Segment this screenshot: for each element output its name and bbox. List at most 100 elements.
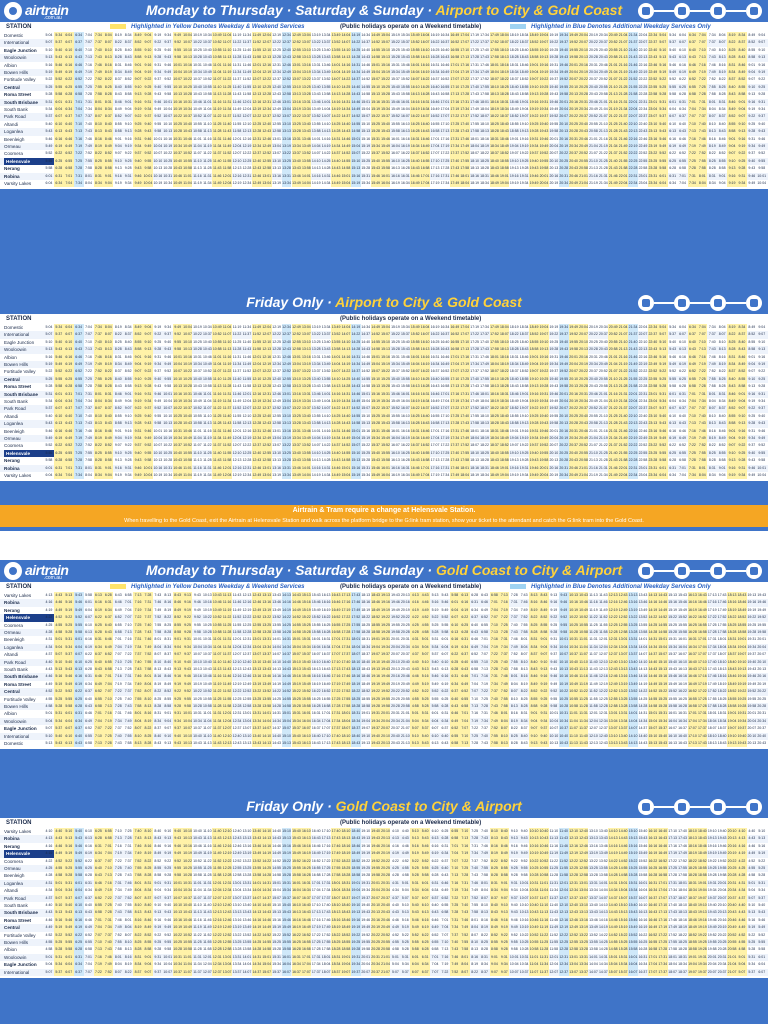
departure-time: 6:19 xyxy=(668,435,678,442)
departure-time: 11:22 xyxy=(212,113,222,120)
departure-time: 9:19 xyxy=(143,361,153,368)
departure-time: 5:37 xyxy=(658,405,668,412)
departure-time: 17:46 xyxy=(450,465,460,472)
departure-time: 13:34 xyxy=(311,361,321,368)
departure-time: 17:13 xyxy=(460,346,470,353)
departure-time: 8:37 xyxy=(113,76,123,83)
departure-time: 9:31 xyxy=(757,99,767,106)
departure-time: 6:22 xyxy=(64,368,74,375)
departure-time: 13:37 xyxy=(321,331,331,338)
departure-time: 16:04 xyxy=(391,143,401,150)
departure-time: 11:40 xyxy=(222,121,232,128)
departure-time: 22:10 xyxy=(638,339,648,346)
departure-time: 13:31 xyxy=(311,354,321,361)
departure-time: 12:19 xyxy=(242,143,252,150)
departure-time: 17:40 xyxy=(480,339,490,346)
departure-time: 7:52 xyxy=(707,368,717,375)
departure-time: 9:04 xyxy=(737,398,747,405)
departure-time: 20:34 xyxy=(559,180,569,187)
departure-time: 14:13 xyxy=(311,457,321,464)
departure-time: 13:10 xyxy=(301,339,311,346)
departure-time: 13:19 xyxy=(311,324,321,331)
departure-time: 11:43 xyxy=(232,383,242,390)
departure-time: 21:10 xyxy=(618,339,628,346)
departure-time: 19:55 xyxy=(549,413,559,420)
route-icons xyxy=(638,3,762,19)
departure-time: 17:46 xyxy=(480,354,490,361)
departure-time: 8:28 xyxy=(94,165,104,172)
departure-time: 14:10 xyxy=(331,84,341,91)
departure-time: 5:58 xyxy=(44,165,54,172)
departure-time: 19:55 xyxy=(569,339,579,346)
departure-time: 11:25 xyxy=(202,450,212,457)
departure-time: 9:25 xyxy=(747,413,757,420)
departure-time: 13:10 xyxy=(292,84,302,91)
departure-time: 9:37 xyxy=(133,442,143,449)
departure-time: 15:01 xyxy=(371,62,381,69)
departure-time: 20:22 xyxy=(589,331,599,338)
departure-time: 8:52 xyxy=(717,442,727,449)
departure-time: 12:55 xyxy=(272,413,282,420)
departure-time: 18:46 xyxy=(499,428,509,435)
departure-time: 10:16 xyxy=(173,99,183,106)
departure-time: 9:28 xyxy=(133,128,143,135)
departure-time: 15:34 xyxy=(391,69,401,76)
departure-time: 9:25 xyxy=(747,121,757,128)
departure-time: 20:40 xyxy=(598,47,608,54)
departure-time: 20:10 xyxy=(559,121,569,128)
departure-time: 8:43 xyxy=(717,128,727,135)
departure-time: 17:16 xyxy=(440,136,450,143)
departure-time: 11:13 xyxy=(202,128,212,135)
departure-time: 6:31 xyxy=(54,465,64,472)
departure-time: 5:46 xyxy=(44,136,54,143)
departure-time: 22:37 xyxy=(638,405,648,412)
departure-time: 20:13 xyxy=(559,420,569,427)
departure-time: 8:43 xyxy=(727,91,737,98)
departure-time: 11:34 xyxy=(222,398,232,405)
departure-time: 11:16 xyxy=(202,136,212,143)
departure-time: 5:40 xyxy=(668,339,678,346)
departure-time: 15:13 xyxy=(381,54,391,61)
departure-time: 21:55 xyxy=(618,450,628,457)
departure-time: 22:28 xyxy=(628,165,638,172)
departure-time: 18:25 xyxy=(509,47,519,54)
departure-time: 5:58 xyxy=(658,165,668,172)
departure-time: 9:49 xyxy=(757,143,767,150)
departure-time: 5:25 xyxy=(658,376,668,383)
departure-time: 17:28 xyxy=(440,457,450,464)
departure-time: 22:07 xyxy=(628,405,638,412)
departure-time: 7:34 xyxy=(697,106,707,113)
departure-time: 15:01 xyxy=(341,465,351,472)
departure-time: 19:55 xyxy=(559,84,569,91)
time-cells: 5:55 6:25 6:55 7:25 7:55 8:25 8:55 9:10 9:25 9:40… xyxy=(44,158,766,165)
departure-time: 13:34 xyxy=(282,180,292,187)
departure-time: 11:40 xyxy=(242,47,252,54)
departure-time: 8:28 xyxy=(727,346,737,353)
departure-time: 20:49 xyxy=(598,69,608,76)
departure-time: 17:13 xyxy=(440,420,450,427)
departure-time: 9:22 xyxy=(123,442,133,449)
departure-time: 21:28 xyxy=(598,457,608,464)
departure-time: 15:52 xyxy=(381,150,391,157)
departure-time: 12:58 xyxy=(262,457,272,464)
departure-time: 7:52 xyxy=(697,442,707,449)
departure-time: 20:16 xyxy=(569,391,579,398)
departure-time: 15:37 xyxy=(381,405,391,412)
departure-time: 9:25 xyxy=(153,339,163,346)
departure-time: 8:16 xyxy=(103,62,113,69)
departure-time: 13:13 xyxy=(282,420,292,427)
departure-time: 9:19 xyxy=(153,32,163,39)
departure-time: 12:43 xyxy=(252,457,262,464)
departure-time: 7:13 xyxy=(697,54,707,61)
departure-time: 6:22 xyxy=(64,76,74,83)
departure-time: 12:19 xyxy=(242,435,252,442)
departure-time: 9:07 xyxy=(133,368,143,375)
departure-time: 21:31 xyxy=(608,136,618,143)
table-row: South Brisbane 5:31 6:01 6:31 7:01 7:31 8:01 8:… xyxy=(0,99,768,106)
departure-time: 9:19 xyxy=(727,180,737,187)
departure-time: 12:19 xyxy=(232,180,242,187)
departure-time: 18:43 xyxy=(499,420,509,427)
departure-time: 8:13 xyxy=(94,128,104,135)
departure-time: 9:55 xyxy=(163,84,173,91)
departure-time: 8:52 xyxy=(717,150,727,157)
